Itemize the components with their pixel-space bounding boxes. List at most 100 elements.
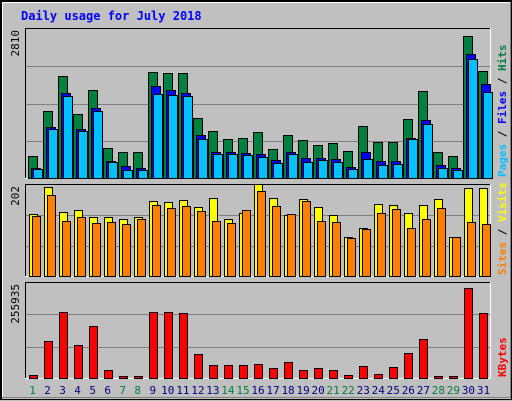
x-tick-label: 29 (447, 384, 460, 397)
x-tick-label: 18 (281, 384, 294, 397)
x-tick-label: 9 (149, 384, 156, 397)
bar-sites-23 (362, 229, 371, 277)
x-tick-label: 16 (251, 384, 264, 397)
legend-part: Files (496, 91, 509, 124)
bar-pages-27 (423, 124, 433, 179)
bar-kbytes-25 (389, 367, 398, 379)
bar-kbytes-3 (59, 312, 68, 379)
bar-pages-18 (288, 154, 298, 179)
bar-kbytes-13 (209, 365, 218, 379)
bar-kbytes-1 (29, 375, 38, 379)
bar-kbytes-21 (329, 370, 338, 379)
bar-pages-1 (33, 169, 43, 179)
bar-sites-4 (77, 217, 86, 277)
legend-part: Visits (496, 182, 509, 222)
bar-kbytes-9 (149, 312, 158, 379)
bar-kbytes-16 (254, 364, 263, 379)
x-tick-label: 3 (59, 384, 66, 397)
bar-pages-26 (408, 139, 418, 179)
series-legend-label: Sites / Visits (496, 182, 509, 275)
x-tick-label: 15 (236, 384, 249, 397)
bar-sites-1 (32, 216, 41, 277)
bar-sites-19 (302, 201, 311, 277)
legend-part: KBytes (496, 337, 509, 377)
x-axis-labels: 1 2 3 4 5 6 7 8 9 10 11 12 13 14 15 16 17 18 19 20 21 22 23 24 2… (29, 384, 490, 397)
x-tick-label: 10 (161, 384, 174, 397)
bar-pages-22 (348, 169, 358, 179)
bar-kbytes-28 (434, 376, 443, 379)
y-max-label: 202 (9, 186, 22, 206)
bar-pages-25 (393, 164, 403, 179)
chart-title: Daily usage for July 2018 (21, 9, 202, 23)
panel-visits-sites: 202 Sites / Visits (9, 182, 509, 277)
bar-kbytes-27 (419, 339, 428, 379)
bar-pages-29 (453, 170, 463, 179)
bar-sites-17 (272, 206, 281, 277)
x-tick-label: 6 (104, 384, 111, 397)
x-tick-label: 11 (176, 384, 189, 397)
x-tick-label: 30 (462, 384, 475, 397)
bar-sites-18 (287, 214, 296, 277)
bars (28, 36, 493, 179)
bar-kbytes-8 (134, 376, 143, 379)
bar-sites-12 (197, 211, 206, 277)
bar-pages-4 (78, 131, 88, 179)
bar-pages-28 (438, 168, 448, 179)
bar-sites-11 (182, 206, 191, 277)
bar-kbytes-30 (464, 288, 473, 379)
bar-sites-5 (92, 223, 101, 277)
x-tick-label: 17 (266, 384, 279, 397)
bar-kbytes-15 (239, 365, 248, 379)
bar-kbytes-24 (374, 374, 383, 379)
bar-sites-29 (452, 237, 461, 277)
bar-pages-3 (63, 96, 73, 179)
x-tick-label: 2 (44, 384, 51, 397)
bar-kbytes-7 (119, 376, 128, 379)
bar-pages-17 (273, 163, 283, 179)
plot-area (25, 282, 491, 379)
bar-kbytes-18 (284, 362, 293, 379)
bar-kbytes-4 (74, 345, 83, 379)
x-tick-label: 27 (417, 384, 430, 397)
bar-kbytes-14 (224, 365, 233, 379)
bar-pages-30 (468, 59, 478, 179)
bar-kbytes-5 (89, 326, 98, 379)
bar-kbytes-6 (104, 370, 113, 379)
bar-pages-13 (213, 154, 223, 179)
bar-sites-27 (422, 219, 431, 277)
y-max-label: 2810 (9, 30, 22, 57)
bar-pages-20 (318, 160, 328, 179)
legend-part: Hits (496, 45, 509, 72)
bar-sites-14 (227, 223, 236, 277)
series-legend-label: Pages / Files / Hits (496, 45, 509, 178)
legend-part: / (496, 71, 509, 91)
bar-sites-30 (467, 222, 476, 277)
bar-kbytes-2 (44, 341, 53, 379)
x-tick-label: 20 (312, 384, 325, 397)
bar-sites-13 (212, 221, 221, 277)
x-tick-label: 13 (206, 384, 219, 397)
bar-sites-28 (437, 208, 446, 277)
x-tick-label: 21 (327, 384, 340, 397)
bar-pages-24 (378, 165, 388, 179)
bar-sites-31 (482, 224, 491, 277)
panel-hits-files-pages: 2810 Pages / Files / Hits (9, 28, 509, 179)
bar-pages-9 (153, 94, 163, 179)
y-max-label: 255935 (9, 284, 22, 324)
bar-pages-21 (333, 162, 343, 179)
bar-sites-26 (407, 228, 416, 277)
x-tick-label: 23 (357, 384, 370, 397)
bar-sites-6 (107, 222, 116, 277)
panel-kbytes: 255935 KBytes (9, 282, 509, 379)
bar-kbytes-29 (449, 376, 458, 379)
series-legend-label: KBytes (496, 337, 509, 377)
bar-pages-31 (483, 92, 493, 179)
x-tick-label: 4 (74, 384, 81, 397)
bar-kbytes-20 (314, 368, 323, 379)
x-tick-label: 14 (221, 384, 235, 397)
legend-part: Pages (496, 144, 509, 177)
panels: 2810 Pages / Files / Hits 202 Sites / Visit… (9, 28, 509, 379)
bar-pages-16 (258, 157, 268, 179)
bar-sites-2 (47, 195, 56, 277)
